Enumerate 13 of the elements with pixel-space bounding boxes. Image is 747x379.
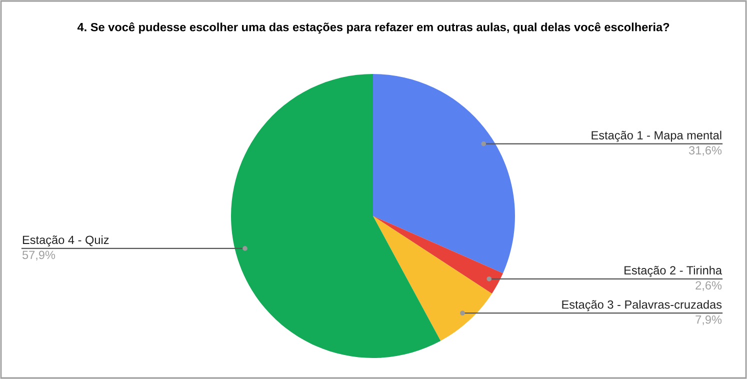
pie-slice: [373, 216, 492, 341]
data-label: 7,9%: [696, 315, 722, 326]
pie-slice: [373, 74, 515, 274]
data-label: 57,9%: [22, 250, 56, 261]
slice-label: Estação 1 - Mapa mental: [592, 130, 722, 142]
data-label: 2,6%: [696, 281, 722, 291]
pie-slice: [231, 74, 441, 358]
data-label: 31,6%: [688, 146, 722, 156]
slice-label: Estação 3 - Palavras-cruzadas: [562, 300, 722, 312]
pie-slice: [373, 216, 503, 294]
chart-title: 4. Se você pudesse escolher uma das estações para refazer em outras aulas, qual delas você escolheria?: [77, 22, 670, 34]
slice-label: Estação 4 - Quiz: [22, 235, 109, 246]
slice-label: Estação 2 - Tirinha: [624, 266, 722, 277]
